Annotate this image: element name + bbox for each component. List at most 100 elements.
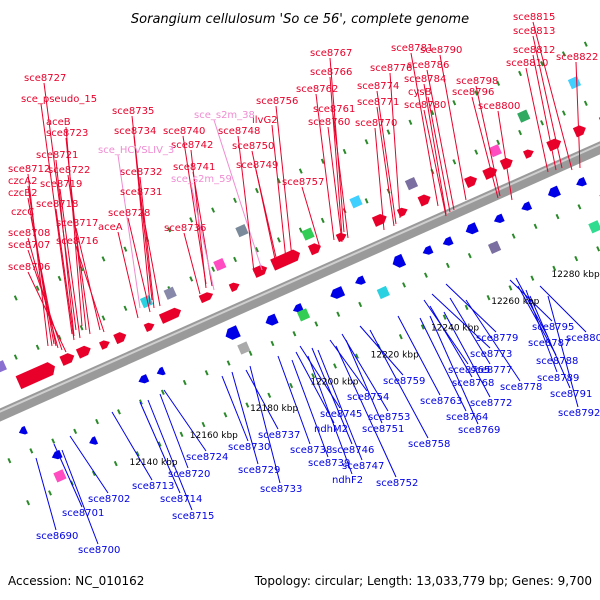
leader-line (59, 188, 81, 339)
gene-label-top: sce8798 (456, 76, 498, 87)
track-guide-dot (474, 149, 479, 155)
leader-line (419, 317, 467, 412)
leader-line (221, 375, 249, 442)
track-guide-dot (233, 197, 237, 204)
track-guide-dot (583, 100, 588, 106)
gene-label-bottom: sce8747 (342, 461, 384, 472)
gene-label-top: sce8813 (513, 26, 555, 37)
track-guide-dot (320, 217, 325, 224)
leader-line (40, 103, 73, 335)
leader-line (249, 365, 281, 484)
gene-label-bottom: sce8769 (458, 425, 500, 436)
gene-label-top: sce8717 (56, 218, 98, 229)
gene-label-top: sce8780 (404, 100, 446, 111)
track-guide-dot (486, 294, 491, 301)
leader-line (329, 76, 343, 237)
leader-line (423, 299, 469, 365)
kbp-tick-label: 12240 kbp (431, 324, 479, 334)
track-guide-dot (540, 61, 544, 67)
track-guide-dot (255, 187, 259, 194)
gene-label-top: sce8786 (407, 60, 449, 71)
leader-line (277, 355, 311, 445)
leader-line (423, 83, 447, 215)
leader-line (237, 135, 255, 273)
track-guide-dot (201, 421, 206, 428)
track-guide-dot (13, 295, 18, 301)
track-guide-dot (57, 275, 62, 282)
leader-line (43, 82, 77, 331)
track-guide-dot (179, 431, 184, 438)
gene-arrow (465, 222, 479, 235)
gene-label-bottom: sce8764 (446, 412, 488, 423)
gene-label-bottom: sce8729 (238, 465, 280, 476)
gene-arrow (482, 167, 498, 180)
gene-label-top: sce8719 (40, 179, 82, 190)
track-guide-dot (298, 168, 303, 174)
gene-label-bottom: sce8724 (186, 452, 228, 463)
leader-line (429, 305, 473, 378)
leader-line (329, 339, 368, 392)
leader-line (27, 271, 67, 353)
gene-arrow (143, 322, 155, 333)
gene-label-top: sce8762 (296, 84, 338, 95)
track-guide-dot (79, 325, 84, 331)
track-guide-dot (336, 311, 341, 317)
gene-arrow (576, 177, 587, 187)
leader-line (139, 196, 161, 307)
track-guide-dot (408, 119, 413, 125)
gene-arrow (252, 265, 268, 278)
leader-line (301, 186, 321, 249)
gene-label-top: sce_s2m_38 (194, 110, 255, 121)
gene-label-top: sce8732 (120, 167, 162, 178)
leader-line (245, 369, 279, 430)
track-guide-dot (530, 275, 535, 281)
leader-line (332, 113, 349, 239)
gene-label-top: sce8742 (171, 140, 213, 151)
leader-line (335, 345, 397, 478)
feature-block (567, 76, 582, 90)
feature-block (301, 227, 315, 241)
gene-arrow (523, 149, 534, 159)
track-guide-dot (138, 399, 143, 405)
leader-line (426, 69, 455, 211)
track-guide-dot (596, 246, 600, 252)
leader-line (443, 311, 491, 398)
gene-label-bottom: ndhM2 (314, 424, 348, 435)
track-guide-dot (245, 402, 250, 408)
leader-line (147, 399, 193, 511)
gene-label-bottom: sce8787 (528, 338, 570, 349)
gene-label-top: sce8771 (357, 97, 399, 108)
gene-label-bottom: sce8752 (376, 478, 418, 489)
leader-line (532, 21, 573, 171)
track-guide-dot (123, 246, 128, 252)
track-guide-dot (464, 304, 469, 311)
feature-block (349, 195, 363, 209)
track-guide-dot (445, 262, 450, 269)
gene-label-top: sce_pseudo_15 (21, 94, 97, 105)
gene-arrow (89, 436, 99, 445)
gene-label-top: sce8796 (452, 87, 494, 98)
gene-label-top: sce8727 (24, 73, 66, 84)
kbp-tick-label: 12140 kbp (129, 458, 177, 468)
leader-line (345, 339, 383, 424)
track-guide-dot (135, 451, 140, 457)
leader-line (213, 119, 263, 271)
gene-label-top: aceB (46, 117, 71, 128)
leader-line (311, 347, 353, 445)
track-guide-dot (555, 213, 560, 220)
gene-label-top: sce8708 (8, 228, 50, 239)
track-guide-dot (424, 272, 428, 278)
track-guide-dot (35, 344, 40, 350)
gene-label-bottom: sce8759 (383, 376, 425, 387)
leader-line (439, 54, 467, 201)
gene-label-top: sce8706 (8, 262, 50, 273)
leader-line (251, 150, 277, 265)
gene-arrow (493, 213, 505, 223)
gene-label-top: sce8750 (232, 141, 274, 152)
track-guide-dot (248, 350, 253, 356)
track-guide-dot (420, 324, 425, 330)
kbp-tick-label: 12200 kbp (310, 377, 358, 387)
gene-label-top: sce8774 (357, 81, 399, 92)
leader-line (315, 93, 335, 241)
gene-label-bottom: sce8763 (420, 396, 462, 407)
